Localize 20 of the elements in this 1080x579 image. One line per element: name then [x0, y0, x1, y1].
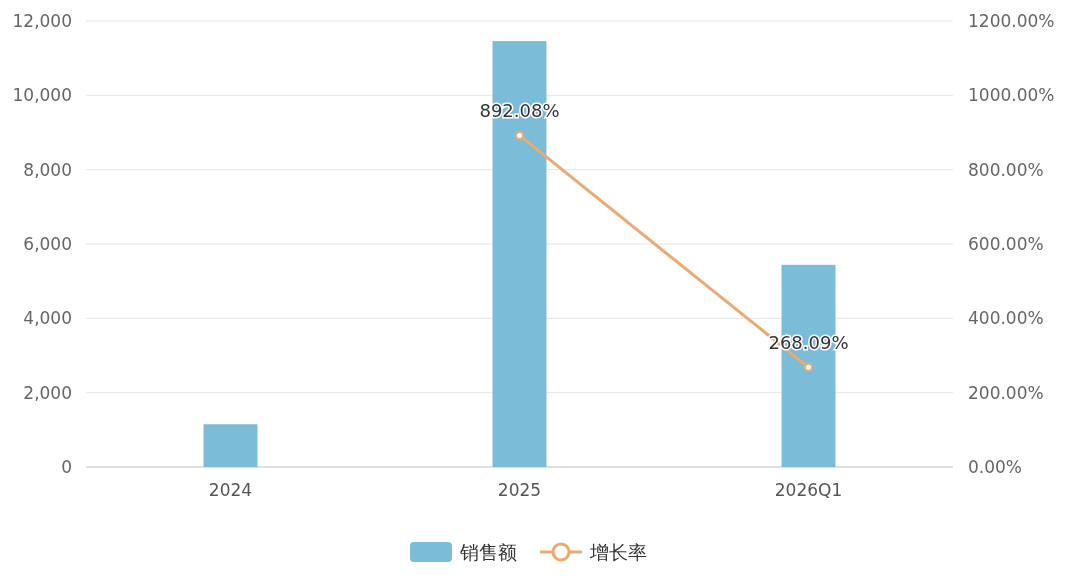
legend-label: 增长率	[589, 541, 647, 563]
x-tick-label: 2026Q1	[774, 480, 843, 500]
y-tick-label: 12,000	[12, 11, 72, 31]
x-tick-label: 2025	[497, 480, 542, 500]
legend-label: 销售额	[459, 541, 517, 563]
y-tick-label: 4,000	[23, 308, 72, 329]
x-tick-label: 2024	[208, 480, 253, 500]
y-tick-label: 6,000	[23, 234, 72, 254]
y2-tick-label: 800.00%	[968, 159, 1044, 180]
y-tick-label: 8,000	[23, 159, 72, 180]
y2-tick-label: 0.00%	[968, 457, 1023, 477]
y2-tick-label: 1000.00%	[968, 85, 1055, 106]
bar	[203, 424, 258, 467]
y2-tick-label: 600.00%	[968, 234, 1044, 254]
y2-tick-label: 200.00%	[968, 382, 1044, 403]
y2-tick-label: 400.00%	[968, 308, 1044, 329]
y-tick-label: 2,000	[23, 382, 72, 403]
y2-tick-label: 1200.00%	[968, 11, 1055, 31]
y-tick-label: 0	[61, 457, 72, 477]
y-tick-label: 10,000	[12, 85, 72, 106]
